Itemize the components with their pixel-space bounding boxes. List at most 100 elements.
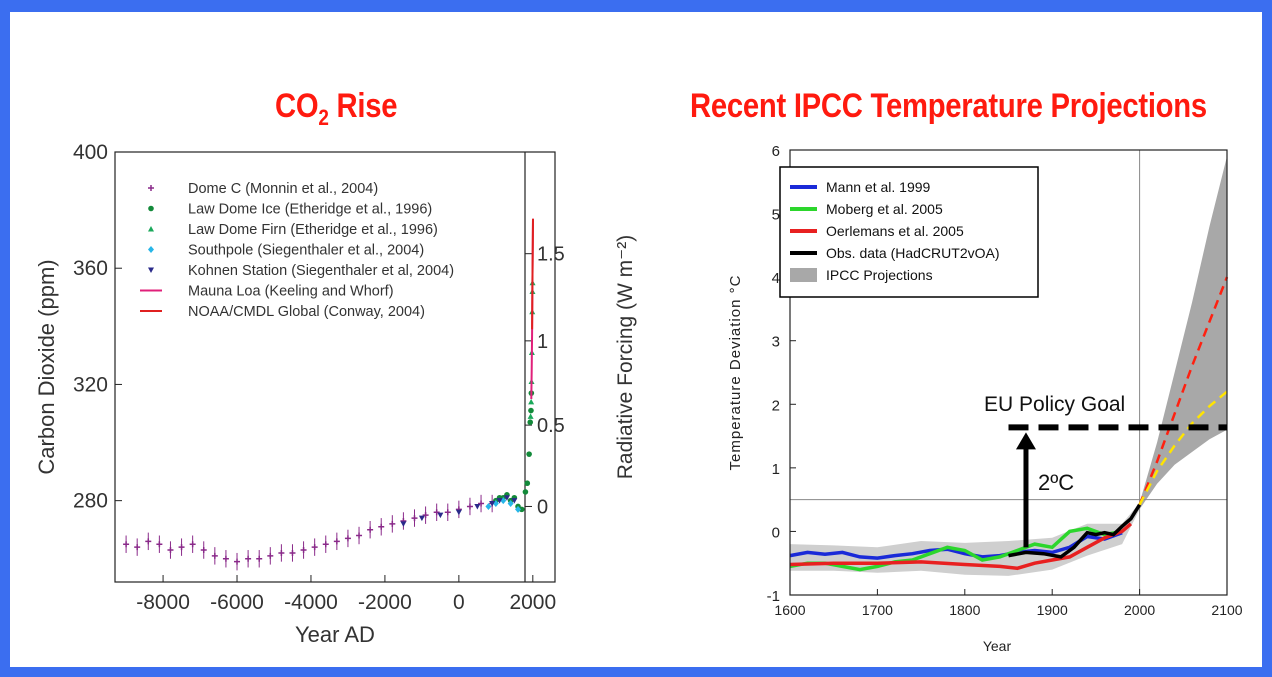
- dome-c-point: [466, 503, 473, 510]
- left-chart-title: CO2 Rise: [275, 87, 397, 131]
- y2-tick-label: 0.5: [537, 415, 565, 437]
- dome-c-point: [222, 555, 229, 562]
- kohnen-point: [511, 498, 518, 504]
- dome-c-point: [167, 547, 174, 554]
- policy-goal-label: EU Policy Goal: [984, 393, 1125, 416]
- dome-c-point: [411, 515, 418, 522]
- kohnen-point: [455, 509, 462, 516]
- kohnen-point: [148, 267, 154, 273]
- x-tick-label: 2000: [1124, 602, 1155, 618]
- right-chart-title: Recent IPCC Temperature Projections: [690, 87, 1207, 125]
- law-dome-ice-point: [528, 407, 534, 414]
- dome-c-point: [478, 500, 485, 507]
- dome-c-point: [245, 555, 252, 562]
- legend-label: Dome C (Monnin et al., 2004): [188, 181, 378, 197]
- x-tick-label: 0: [453, 591, 465, 614]
- y-tick-label: 320: [73, 373, 108, 396]
- plot-frame: [789, 149, 1228, 596]
- legend-label: Oerlemans et al. 2005: [826, 223, 964, 239]
- temperature-series-line: [789, 522, 1133, 571]
- x-tick-label: 1800: [949, 602, 980, 618]
- dome-c-point: [367, 526, 374, 533]
- arrow-head: [1015, 432, 1036, 450]
- dome-c-point: [433, 509, 440, 516]
- dome-c-point: [444, 509, 451, 516]
- y-tick-label: 1: [772, 461, 780, 478]
- southpole-point: [485, 502, 492, 510]
- y-tick-label: 4: [772, 270, 780, 287]
- x-tick-label: -8000: [136, 591, 190, 614]
- temperature-series-line: [1138, 390, 1228, 506]
- x-tick-label: -6000: [210, 591, 264, 614]
- y-tick-label: 360: [73, 257, 108, 280]
- southpole-point: [515, 505, 522, 513]
- temperature-series-line: [789, 526, 1123, 572]
- legend-label: Law Dome Ice (Etheridge et al., 1996): [188, 202, 432, 218]
- dome-c-point: [156, 541, 163, 548]
- title-co: CO: [275, 87, 319, 125]
- law-dome-ice-point: [518, 506, 525, 513]
- y-tick-label: 5: [772, 207, 780, 224]
- dome-c-point: [378, 523, 385, 530]
- dome-c-point: [123, 541, 130, 548]
- dome-c-point: [422, 512, 429, 519]
- x-axis-label: Year AD: [295, 622, 375, 647]
- x-tick-label: 1600: [774, 602, 805, 618]
- law-dome-ice-point: [527, 419, 534, 426]
- dome-c-point: [211, 552, 218, 559]
- y-tick-label: 6: [772, 143, 780, 160]
- dome-c-point: [278, 549, 285, 556]
- legend-label: IPCC Projections: [826, 267, 933, 283]
- law-dome-ice-point: [522, 489, 529, 495]
- dome-c-point: [289, 549, 296, 556]
- x-tick-label: 2000: [509, 591, 556, 614]
- kohnen-point: [437, 512, 444, 519]
- dome-c-point: [134, 544, 141, 551]
- law-dome-ice-point: [524, 480, 531, 487]
- y2-tick-label: 1.5: [537, 244, 565, 266]
- dome-c-point: [322, 541, 329, 548]
- legend-label: Mann et al. 1999: [826, 179, 931, 195]
- dome-c-point: [189, 541, 196, 548]
- x-tick-label: 1900: [1037, 602, 1068, 618]
- series-line: [531, 218, 534, 330]
- dome-c-point: [256, 555, 263, 562]
- southpole-point: [148, 246, 154, 253]
- temperature-series-line: [789, 531, 1123, 560]
- y-axis-label: Carbon Dioxide (ppm): [34, 259, 59, 474]
- dome-c-point: [234, 558, 241, 565]
- law-dome-firn-point: [148, 226, 154, 232]
- x-tick-label: 1700: [862, 602, 893, 618]
- dome-c-point: [333, 538, 340, 545]
- title-subscript: 2: [318, 104, 329, 130]
- legend-label: Moberg et al. 2005: [826, 201, 943, 217]
- dome-c-point: [145, 538, 152, 545]
- kohnen-point: [496, 498, 503, 504]
- y-axis-label: Temperature Deviation °C: [727, 275, 744, 471]
- x-tick-label: -2000: [358, 591, 412, 614]
- dome-c-point: [178, 544, 185, 551]
- slide: CO2 Rise Recent IPCC Temperature Project…: [10, 12, 1262, 667]
- kohnen-point: [489, 501, 496, 507]
- y-tick-label: 400: [73, 141, 108, 164]
- legend-label: Mauna Loa (Keeling and Whorf): [188, 284, 394, 300]
- dome-c-point: [344, 535, 351, 542]
- legend-label: NOAA/CMDL Global (Conway, 2004): [188, 304, 425, 320]
- plot-frame: [114, 151, 556, 583]
- legend-label: Obs. data (HadCRUT2vOA): [826, 245, 1000, 261]
- dome-c-point: [300, 547, 307, 554]
- law-dome-ice-point: [526, 451, 532, 457]
- y-tick-label: -1: [767, 588, 780, 605]
- arrow-label: 2ºC: [1038, 470, 1074, 495]
- law-dome-firn-point: [527, 413, 534, 419]
- title-rise: Rise: [328, 87, 398, 125]
- y-tick-label: 280: [73, 490, 108, 513]
- temperature-series-line: [1008, 503, 1142, 559]
- kohnen-point: [418, 515, 425, 522]
- legend-label: Southpole (Siegenthaler et al., 2004): [188, 243, 424, 259]
- legend-label: Law Dome Firn (Etheridge et al., 1996): [188, 222, 438, 238]
- dome-c-point: [311, 544, 318, 551]
- kohnen-point: [503, 495, 510, 501]
- y-tick-label: 2: [772, 397, 780, 414]
